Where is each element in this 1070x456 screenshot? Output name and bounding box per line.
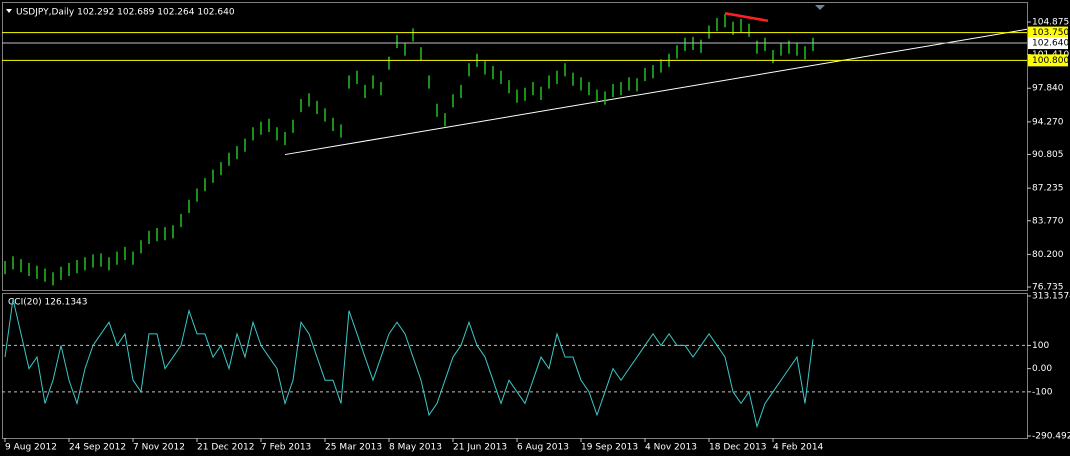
y-tick-label: 76.735 — [1032, 283, 1064, 293]
y-tick-label: 90.805 — [1032, 150, 1064, 160]
y-tick-label: 104.875 — [1032, 17, 1069, 27]
x-tick-label: 25 Mar 2013 — [325, 443, 382, 453]
level-label: 102.640 — [1032, 39, 1069, 49]
cci-line — [4, 298, 814, 429]
price-title: USDJPY,Daily 102.292 102.689 102.264 102… — [16, 8, 235, 18]
y-tick-label: 80.200 — [1032, 250, 1064, 260]
y-tick-label: 313.1574 — [1032, 292, 1070, 302]
level-label-box — [1028, 54, 1068, 67]
trendline — [724, 12, 769, 23]
trendline — [284, 28, 1028, 156]
x-tick-label: 18 Dec 2013 — [709, 443, 767, 453]
cci-panel — [2, 293, 1028, 439]
shift-marker — [815, 5, 825, 10]
x-tick-label: 9 Aug 2012 — [5, 443, 57, 453]
x-tick-label: 4 Feb 2014 — [773, 443, 824, 453]
x-tick-label: 8 May 2013 — [389, 443, 442, 453]
y-tick-label: 100 — [1032, 341, 1049, 351]
y-tick-label: 97.840 — [1032, 84, 1064, 94]
level-label: 100.800 — [1032, 56, 1069, 66]
y-tick-label: -290.4925 — [1032, 432, 1070, 442]
level-label-box — [1028, 26, 1068, 39]
x-tick-label: 7 Nov 2012 — [133, 443, 185, 453]
x-tick-label: 6 Aug 2013 — [517, 443, 569, 453]
y-tick-label: 0.00 — [1032, 364, 1052, 374]
price-panel — [2, 2, 1028, 291]
y-tick-label: 87.235 — [1032, 184, 1064, 194]
x-tick-label: 21 Jun 2013 — [453, 443, 507, 453]
x-tick-label: 24 Sep 2012 — [69, 443, 126, 453]
x-tick-label: 19 Sep 2013 — [581, 443, 638, 453]
level-label-box — [1028, 37, 1068, 50]
cci-title: CCI(20) 126.1343 — [8, 298, 88, 308]
x-tick-label: 21 Dec 2012 — [197, 443, 255, 453]
x-tick-label: 7 Feb 2013 — [261, 443, 311, 453]
level-label: 103.750 — [1032, 28, 1069, 38]
x-tick-label: 4 Nov 2013 — [645, 443, 697, 453]
y-tick-label: 83.770 — [1032, 216, 1064, 226]
y-tick-label: -100 — [1032, 387, 1053, 397]
menu-arrow[interactable] — [6, 9, 12, 13]
y-tick-label: 94.270 — [1032, 117, 1064, 127]
